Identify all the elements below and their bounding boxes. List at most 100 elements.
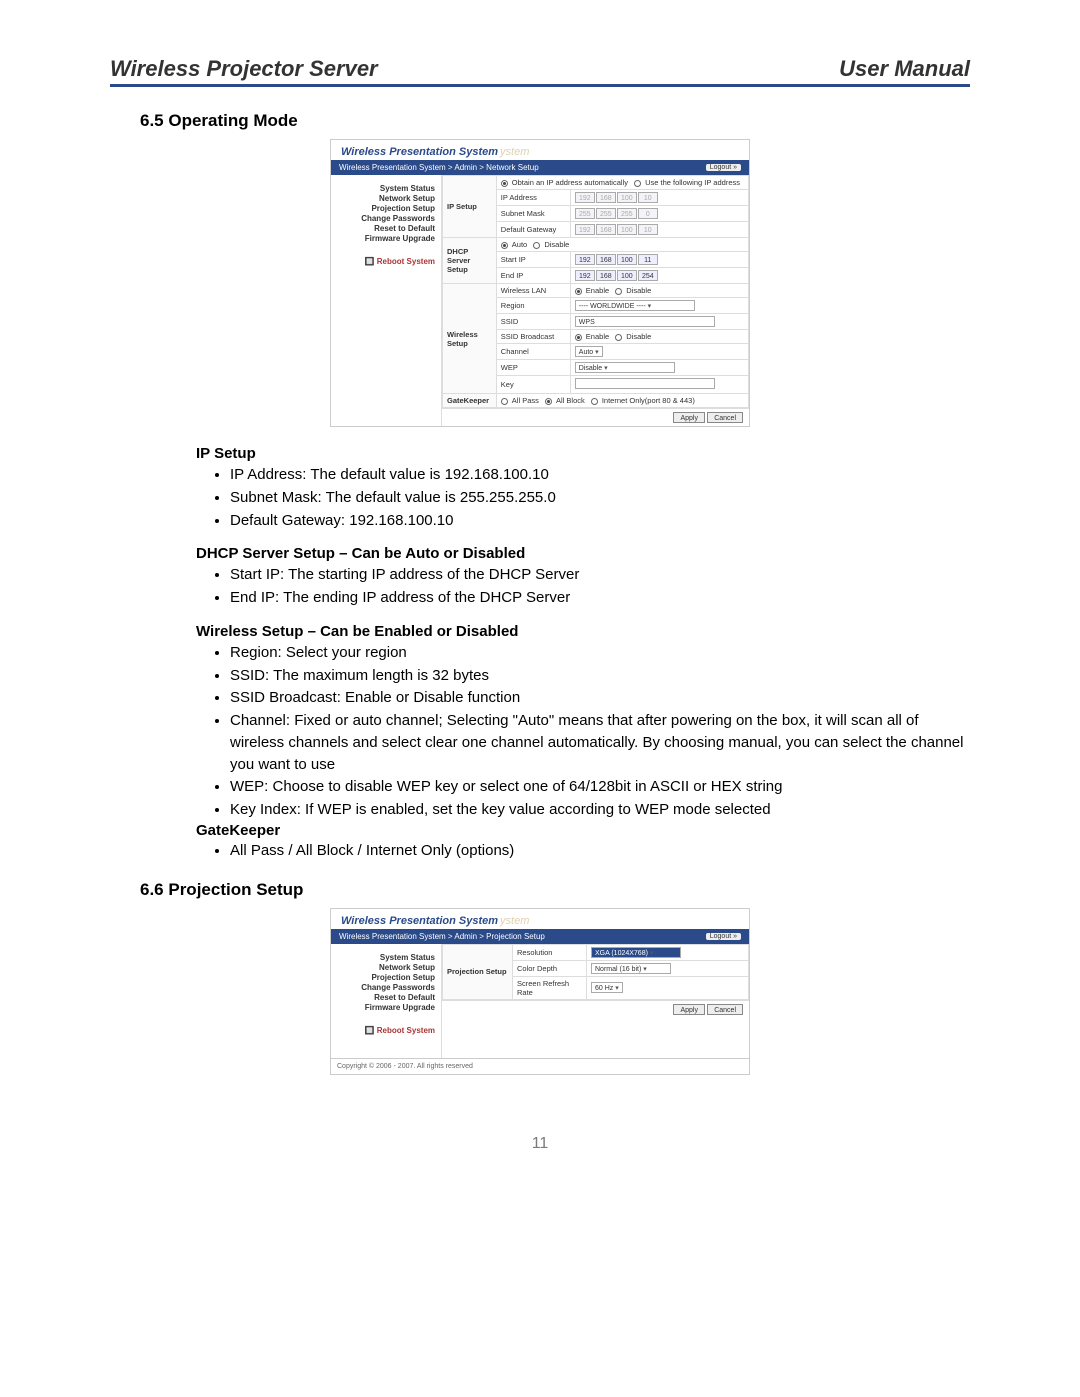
nav-projection-setup[interactable]: Projection Setup: [337, 973, 435, 982]
breadcrumb: Wireless Presentation System > Admin > P…: [331, 929, 749, 944]
ssid-input[interactable]: WPS: [575, 316, 715, 327]
label-wep: WEP: [496, 360, 570, 376]
default-gateway-field[interactable]: 19216810010: [570, 222, 748, 238]
label-ip-address: IP Address: [496, 190, 570, 206]
list-item: IP Address: The default value is 192.168…: [230, 464, 970, 486]
nav-system-status[interactable]: System Status: [337, 953, 435, 962]
subhead-ip-setup: IP Setup: [196, 445, 970, 462]
nav-network-setup[interactable]: Network Setup: [337, 963, 435, 972]
logout-button[interactable]: Logout »: [706, 933, 741, 940]
group-wireless: Wireless Setup: [443, 284, 497, 394]
nav-reset-default[interactable]: Reset to Default: [337, 224, 435, 233]
radio-manual-ip[interactable]: [634, 180, 641, 187]
nav-network-setup[interactable]: Network Setup: [337, 194, 435, 203]
label-region: Region: [496, 298, 570, 314]
radio-auto-ip[interactable]: [501, 180, 508, 187]
group-dhcp: DHCP Server Setup: [443, 238, 497, 284]
list-item: SSID: The maximum length is 32 bytes: [230, 665, 970, 687]
radio-dhcp-disable[interactable]: [533, 242, 540, 249]
radio-ssidb-enable[interactable]: [575, 334, 582, 341]
sidebar-nav: System Status Network Setup Projection S…: [331, 944, 441, 1058]
wep-select[interactable]: Disable: [575, 362, 675, 373]
list-item: All Pass / All Block / Internet Only (op…: [230, 840, 970, 862]
radio-gk-allblock[interactable]: [545, 398, 552, 405]
logo-text: Wireless Presentation System: [341, 915, 498, 927]
section-6-6: 6.6 Projection Setup: [140, 880, 970, 900]
region-select[interactable]: ---- WORLDWIDE ----: [575, 300, 695, 311]
logo-text: Wireless Presentation System: [341, 146, 498, 158]
radio-gk-allpass[interactable]: [501, 398, 508, 405]
ip-address-field[interactable]: 19216810010: [570, 190, 748, 206]
projection-config-table: Projection Setup Resolution XGA (1024X76…: [442, 944, 749, 1000]
label-channel: Channel: [496, 344, 570, 360]
ip-bullets: IP Address: The default value is 192.168…: [230, 464, 970, 531]
page-header: Wireless Projector Server User Manual: [110, 56, 970, 87]
cancel-button[interactable]: Cancel: [707, 412, 743, 423]
label-default-gateway: Default Gateway: [496, 222, 570, 238]
app-logo: Wireless Presentation Systemystem: [331, 140, 749, 160]
list-item: End IP: The ending IP address of the DHC…: [230, 587, 970, 609]
projection-setup-screenshot: Wireless Presentation Systemystem Wirele…: [330, 908, 750, 1075]
cancel-button[interactable]: Cancel: [707, 1004, 743, 1015]
start-ip-field[interactable]: 19216810011: [570, 252, 748, 268]
nav-reset-default[interactable]: Reset to Default: [337, 993, 435, 1002]
copyright-text: Copyright © 2006 - 2007. All rights rese…: [331, 1058, 749, 1074]
gatekeeper-row: All Pass All Block Internet Only(port 80…: [496, 394, 748, 408]
label-ssid: SSID: [496, 314, 570, 330]
key-input[interactable]: [575, 378, 715, 389]
list-item: WEP: Choose to disable WEP key or select…: [230, 776, 970, 798]
ip-mode-row: Obtain an IP address automatically Use t…: [496, 176, 748, 190]
resolution-select[interactable]: XGA (1024X768): [591, 947, 681, 958]
channel-select[interactable]: Auto: [575, 346, 603, 357]
label-resolution: Resolution: [513, 944, 587, 960]
nav-change-passwords[interactable]: Change Passwords: [337, 214, 435, 223]
radio-wlan-enable[interactable]: [575, 288, 582, 295]
subhead-dhcp: DHCP Server Setup – Can be Auto or Disab…: [196, 545, 970, 562]
ssid-broadcast-row: Enable Disable: [570, 330, 748, 344]
breadcrumb-path: Wireless Presentation System > Admin > N…: [339, 163, 539, 172]
nav-projection-setup[interactable]: Projection Setup: [337, 204, 435, 213]
label-subnet-mask: Subnet Mask: [496, 206, 570, 222]
nav-system-status[interactable]: System Status: [337, 184, 435, 193]
label-ssid-broadcast: SSID Broadcast: [496, 330, 570, 344]
breadcrumb: Wireless Presentation System > Admin > N…: [331, 160, 749, 175]
logo-shadow: ystem: [500, 915, 529, 927]
subnet-mask-field[interactable]: 2552552550: [570, 206, 748, 222]
radio-wlan-disable[interactable]: [615, 288, 622, 295]
apply-button[interactable]: Apply: [673, 1004, 705, 1015]
gatekeeper-bullets: All Pass / All Block / Internet Only (op…: [230, 840, 970, 862]
nav-reboot-system[interactable]: 🔲 Reboot System: [337, 257, 435, 266]
app-logo: Wireless Presentation Systemystem: [331, 909, 749, 929]
label-wlan: Wireless LAN: [496, 284, 570, 298]
wlan-enable-row: Enable Disable: [570, 284, 748, 298]
subhead-gatekeeper: GateKeeper: [196, 822, 970, 839]
label-start-ip: Start IP: [496, 252, 570, 268]
radio-dhcp-auto[interactable]: [501, 242, 508, 249]
end-ip-field[interactable]: 192168100254: [570, 268, 748, 284]
list-item: Default Gateway: 192.168.100.10: [230, 510, 970, 532]
logo-shadow: ystem: [500, 146, 529, 158]
logout-button[interactable]: Logout »: [706, 164, 741, 171]
apply-button[interactable]: Apply: [673, 412, 705, 423]
button-row: Apply Cancel: [442, 1000, 749, 1018]
header-right: User Manual: [839, 56, 970, 82]
button-row: Apply Cancel: [442, 408, 749, 426]
header-left: Wireless Projector Server: [110, 56, 378, 82]
wireless-bullets: Region: Select your region SSID: The max…: [230, 642, 970, 821]
nav-change-passwords[interactable]: Change Passwords: [337, 983, 435, 992]
group-projection-setup: Projection Setup: [443, 944, 513, 999]
list-item: Subnet Mask: The default value is 255.25…: [230, 487, 970, 509]
nav-firmware-upgrade[interactable]: Firmware Upgrade: [337, 234, 435, 243]
radio-gk-internet[interactable]: [591, 398, 598, 405]
color-depth-select[interactable]: Normal (16 bit): [591, 963, 671, 974]
section-6-5: 6.5 Operating Mode: [140, 111, 970, 131]
page-number: 11: [110, 1135, 970, 1153]
list-item: SSID Broadcast: Enable or Disable functi…: [230, 687, 970, 709]
refresh-rate-select[interactable]: 60 Hz: [591, 982, 623, 993]
nav-reboot-system[interactable]: 🔲 Reboot System: [337, 1026, 435, 1035]
list-item: Channel: Fixed or auto channel; Selectin…: [230, 710, 970, 775]
sidebar-nav: System Status Network Setup Projection S…: [331, 175, 441, 426]
radio-ssidb-disable[interactable]: [615, 334, 622, 341]
nav-firmware-upgrade[interactable]: Firmware Upgrade: [337, 1003, 435, 1012]
group-gatekeeper: GateKeeper: [443, 394, 497, 408]
